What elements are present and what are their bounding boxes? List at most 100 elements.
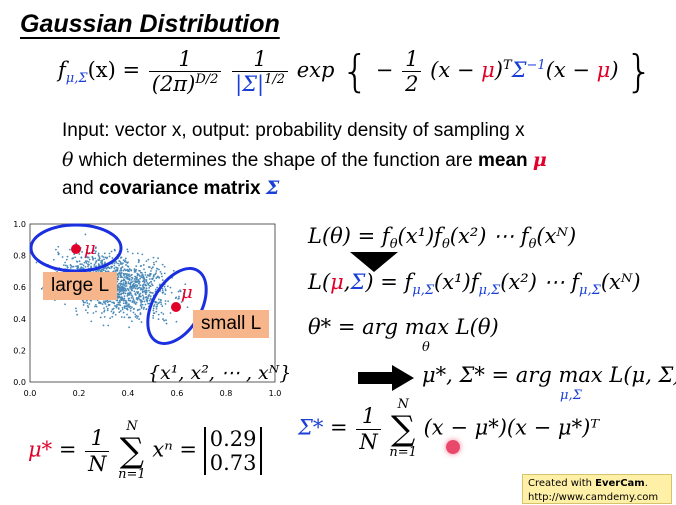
scatter-point — [113, 262, 116, 265]
scatter-point — [104, 266, 107, 269]
scatter-point — [164, 289, 167, 292]
scatter-point — [81, 251, 83, 253]
scatter-point — [111, 315, 114, 318]
scatter-point — [145, 291, 148, 294]
formula-frac2: 1 |Σ|1/2 — [232, 47, 288, 96]
x-tick-label: 0.6 — [171, 389, 184, 398]
formula-arg: (x) = — [87, 58, 141, 82]
scatter-point — [143, 278, 146, 281]
x-tick-label: 0.8 — [220, 389, 233, 398]
scatter-point — [93, 265, 96, 267]
scatter-point — [119, 274, 122, 277]
scatter-point — [155, 267, 158, 270]
scatter-point — [130, 286, 133, 289]
scatter-point — [110, 266, 113, 269]
scatter-point — [170, 291, 173, 294]
scatter-point — [108, 255, 111, 258]
scatter-point — [126, 262, 129, 264]
scatter-point — [142, 296, 145, 299]
scatter-point — [126, 313, 128, 316]
scatter-point — [106, 266, 109, 269]
scatter-point — [139, 265, 142, 267]
scatter-point — [145, 293, 147, 296]
scatter-point — [55, 248, 57, 251]
scatter-point — [134, 281, 137, 284]
scatter-point — [184, 283, 187, 286]
scatter-point — [137, 297, 140, 300]
scatter-point — [98, 264, 100, 266]
scatter-point — [118, 291, 121, 294]
scatter-point — [145, 276, 148, 279]
scatter-point — [90, 320, 93, 323]
scatter-point — [147, 283, 150, 286]
scatter-point — [66, 255, 69, 258]
scatter-point — [137, 308, 140, 311]
theta-argmax-under: θ — [422, 340, 430, 355]
scatter-point — [126, 287, 129, 290]
scatter-point — [163, 272, 166, 275]
scatter-point — [129, 283, 132, 286]
scatter-point — [77, 266, 80, 269]
likelihood-theta: L(θ) = fθ(x¹)fθ(x²) ⋯ fθ(xᴺ) — [308, 224, 577, 253]
scatter-point — [123, 307, 126, 310]
scatter-point — [182, 292, 185, 295]
evercam-watermark[interactable]: Created with EverCam. http://www.camdemy… — [522, 474, 672, 504]
scatter-point — [103, 307, 105, 310]
scatter-point — [139, 292, 142, 295]
scatter-point — [129, 282, 132, 285]
scatter-point — [154, 288, 157, 291]
scatter-point — [162, 313, 165, 315]
formula-mu2: μ — [596, 58, 611, 82]
scatter-point — [128, 297, 131, 300]
scatter-point — [115, 306, 118, 309]
scatter-point — [106, 309, 109, 312]
scatter-point — [142, 277, 145, 280]
scatter-point — [143, 306, 145, 309]
scatter-point — [143, 300, 146, 303]
scatter-point — [93, 249, 96, 252]
scatter-point — [139, 277, 141, 280]
scatter-point — [113, 264, 116, 267]
scatter-point — [120, 316, 123, 318]
scatter-point — [108, 267, 111, 270]
scatter-point — [132, 298, 135, 301]
scatter-point — [92, 258, 94, 261]
scatter-point — [155, 270, 158, 272]
scatter-point — [124, 259, 127, 262]
scatter-point — [104, 256, 107, 259]
scatter-point — [131, 252, 134, 255]
scatter-point — [140, 287, 142, 289]
scatter-point — [103, 258, 105, 261]
scatter-point — [132, 297, 134, 299]
scatter-point — [83, 261, 86, 264]
scatter-point — [129, 307, 132, 310]
scatter-point — [120, 272, 123, 275]
scatter-point — [110, 265, 113, 268]
scatter-point — [90, 262, 92, 265]
scatter-point — [160, 301, 162, 304]
scatter-point — [164, 288, 167, 291]
scatter-point — [145, 287, 148, 290]
scatter-point — [127, 304, 130, 307]
scatter-point — [95, 305, 98, 308]
scatter-point — [166, 285, 169, 288]
scatter-point — [142, 297, 145, 300]
small-mu-label: μ — [181, 282, 193, 303]
scatter-point — [122, 272, 125, 275]
scatter-point — [127, 265, 130, 268]
scatter-point — [146, 274, 149, 276]
scatter-point — [117, 289, 120, 291]
scatter-point — [156, 303, 158, 306]
scatter-point — [106, 301, 109, 304]
scatter-point — [123, 295, 126, 298]
scatter-point — [122, 269, 125, 272]
scatter-point — [81, 267, 84, 269]
large-L-callout: large L — [43, 272, 118, 300]
scatter-point — [142, 286, 145, 289]
scatter-point — [78, 253, 81, 255]
scatter-point — [134, 287, 137, 290]
scatter-point — [129, 299, 132, 302]
scatter-point — [66, 266, 69, 269]
scatter-point — [129, 287, 131, 289]
scatter-point — [138, 269, 140, 272]
